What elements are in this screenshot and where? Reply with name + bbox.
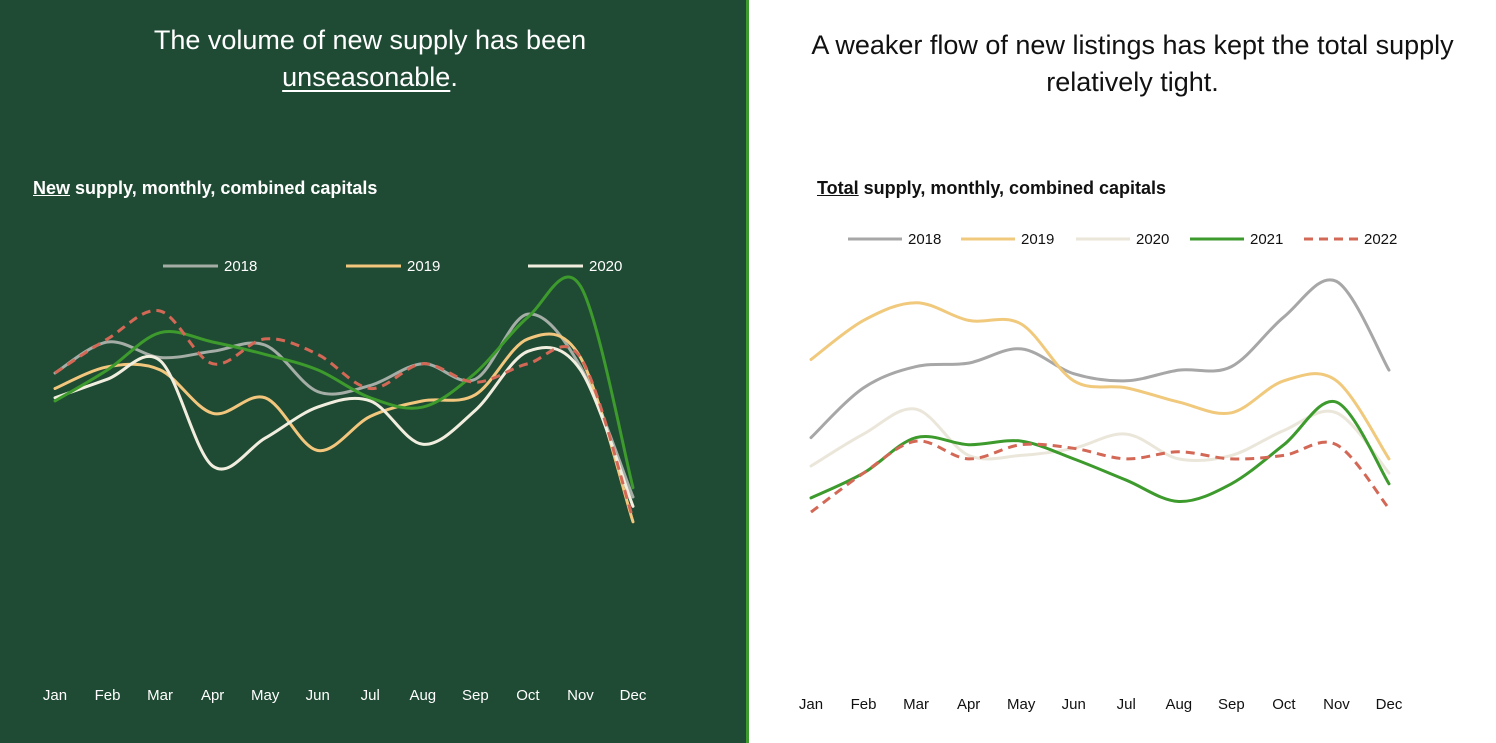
left-series-line-2018: [53, 312, 635, 499]
left-subtitle-rest: supply, monthly, combined capitals: [70, 178, 378, 198]
left-x-tick-label: Sep: [462, 687, 489, 704]
right-chart-subtitle: Total supply, monthly, combined capitals: [817, 177, 1166, 199]
left-x-tick-label: Jul: [361, 687, 380, 704]
right-x-tick-label: Sep: [1218, 696, 1245, 713]
right-x-tick-label: Feb: [851, 696, 877, 713]
left-x-tick-label: Jan: [43, 687, 67, 704]
right-series-line-2022: [810, 439, 1391, 514]
left-x-tick-label: Mar: [147, 687, 173, 704]
right-x-tick-label: Dec: [1376, 696, 1403, 713]
left-x-tick-label: May: [251, 687, 280, 704]
right-x-tick-label: Jan: [799, 696, 823, 713]
right-x-tick-label: Aug: [1165, 696, 1192, 713]
left-x-tick-label: Aug: [409, 687, 436, 704]
right-x-tick-label: Jun: [1062, 696, 1086, 713]
right-series-line-2018: [809, 278, 1391, 440]
left-x-tick-label: Feb: [95, 687, 121, 704]
right-subtitle-emphasis: Total: [817, 178, 859, 198]
right-legend-label-2022: 2022: [1364, 231, 1397, 248]
right-legend-label-2018: 2018: [908, 231, 941, 248]
right-legend-label-2020: 2020: [1136, 231, 1169, 248]
right-legend-label-2019: 2019: [1021, 231, 1054, 248]
left-legend-label-2018: 2018: [224, 258, 257, 275]
total-supply-chart: Jan Feb Mar Apr May Jun Jul Aug Sep Oct Nov Dec 2018…: [799, 231, 1403, 713]
left-series-line-2021: [53, 275, 635, 490]
left-x-tick-label: Nov: [567, 687, 594, 704]
right-x-tick-label: Oct: [1272, 696, 1296, 713]
left-legend-label-2020: 2020: [589, 258, 622, 275]
new-supply-chart: Jan Feb Mar Apr May Jun Jul Aug Sep Oct Nov Dec 2018…: [43, 258, 647, 704]
left-headline-end: .: [450, 62, 458, 92]
right-x-tick-label: Nov: [1323, 696, 1350, 713]
right-x-tick-label: May: [1007, 696, 1036, 713]
right-headline: A weaker flow of new listings has kept t…: [811, 30, 1454, 97]
left-x-tick-label: Dec: [620, 687, 647, 704]
left-series-line-2020: [53, 345, 635, 508]
right-panel: A weaker flow of new listings has kept t…: [749, 0, 1496, 743]
left-subtitle-emphasis: New: [33, 178, 71, 198]
right-legend-label-2021: 2021: [1250, 231, 1283, 248]
right-x-tick-label: Mar: [903, 696, 929, 713]
left-headline-emphasis: unseasonable: [282, 62, 451, 92]
left-x-tick-label: Apr: [201, 687, 224, 704]
panel-divider: [746, 0, 749, 743]
right-x-tick-label: Jul: [1117, 696, 1136, 713]
left-x-tick-label: Oct: [516, 687, 540, 704]
left-headline: The volume of new supply has been unseaso…: [40, 22, 700, 96]
right-series-line-2021: [809, 399, 1391, 504]
left-series-line-2019: [53, 332, 635, 524]
left-x-tick-label: Jun: [306, 687, 330, 704]
left-legend-label-2019: 2019: [407, 258, 440, 275]
left-series-line-2022: [54, 309, 635, 520]
right-series-line-2019: [809, 301, 1391, 461]
left-headline-text: The volume of new supply has been: [153, 25, 587, 55]
left-panel: The volume of new supply has been unseaso…: [0, 0, 746, 743]
left-chart-subtitle: New supply, monthly, combined capitals: [33, 177, 377, 199]
right-x-tick-label: Apr: [957, 696, 980, 713]
right-series-line-2020: [809, 407, 1391, 475]
right-subtitle-rest: supply, monthly, combined capitals: [858, 178, 1167, 198]
